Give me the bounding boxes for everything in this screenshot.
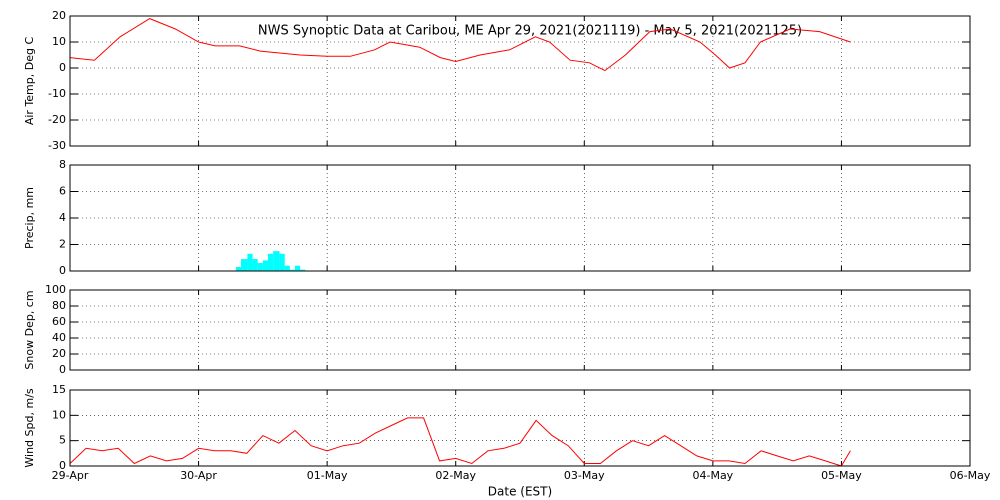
x-tick-label: 29-Apr — [52, 469, 89, 482]
precip-bar — [241, 259, 248, 271]
x-tick-label: 06-May — [950, 469, 991, 482]
y-tick-label: -10 — [48, 87, 66, 100]
x-tick-label: 02-May — [435, 469, 476, 482]
precip-bar — [235, 267, 241, 271]
data-line — [69, 18, 851, 72]
y-tick-label: 0 — [59, 264, 66, 277]
precip-bar — [279, 253, 285, 271]
chart-title: NWS Synoptic Data at Caribou, ME Apr 29,… — [258, 24, 802, 39]
y-tick-label: 0 — [59, 363, 66, 376]
y-tick-label: 6 — [59, 185, 66, 198]
y-tick-label: 4 — [59, 211, 66, 224]
y-tick-label: 10 — [52, 408, 66, 421]
precip-bar — [289, 269, 295, 271]
precip-bar — [300, 269, 306, 271]
y-tick-label: 15 — [52, 383, 66, 396]
precip-bar — [252, 259, 258, 271]
precip-bar — [257, 263, 263, 271]
y-tick-label: 0 — [59, 459, 66, 472]
y-tick-label: 5 — [59, 434, 66, 447]
precip-bar — [262, 260, 268, 271]
y-tick-label: 80 — [52, 299, 66, 312]
y-tick-label: -20 — [48, 113, 66, 126]
x-tick-label: 03-May — [564, 469, 605, 482]
plot-frame — [69, 389, 971, 467]
x-tick-label: 05-May — [821, 469, 862, 482]
precip-bar — [247, 253, 253, 271]
y-tick-label: 20 — [52, 9, 66, 22]
y-tick-label: 0 — [59, 61, 66, 74]
data-line — [69, 417, 851, 467]
y-axis-label: Air Temp, Deg C — [23, 37, 36, 126]
x-tick-label: 30-Apr — [180, 469, 217, 482]
y-axis-label: Snow Dep, cm — [23, 290, 36, 369]
precip-bar — [295, 265, 301, 271]
plot-frame — [69, 164, 971, 272]
y-tick-label: 10 — [52, 35, 66, 48]
y-axis-label: Precip, mm — [23, 187, 36, 249]
y-tick-label: 20 — [52, 347, 66, 360]
x-tick-label: 04-May — [692, 469, 733, 482]
precip-bar — [284, 265, 290, 271]
y-tick-label: 2 — [59, 238, 66, 251]
precip-bar — [273, 251, 280, 271]
x-tick-label: 01-May — [307, 469, 348, 482]
x-axis-label: Date (EST) — [488, 485, 552, 499]
y-tick-label: 100 — [45, 283, 66, 296]
y-tick-label: -30 — [48, 139, 66, 152]
y-axis-label: Wind Spd, m/s — [23, 388, 36, 468]
plot-frame — [69, 15, 971, 147]
y-tick-label: 60 — [52, 315, 66, 328]
y-tick-label: 8 — [59, 158, 66, 171]
y-tick-label: 40 — [52, 331, 66, 344]
plot-frame — [69, 289, 971, 371]
precip-bar — [268, 253, 274, 271]
